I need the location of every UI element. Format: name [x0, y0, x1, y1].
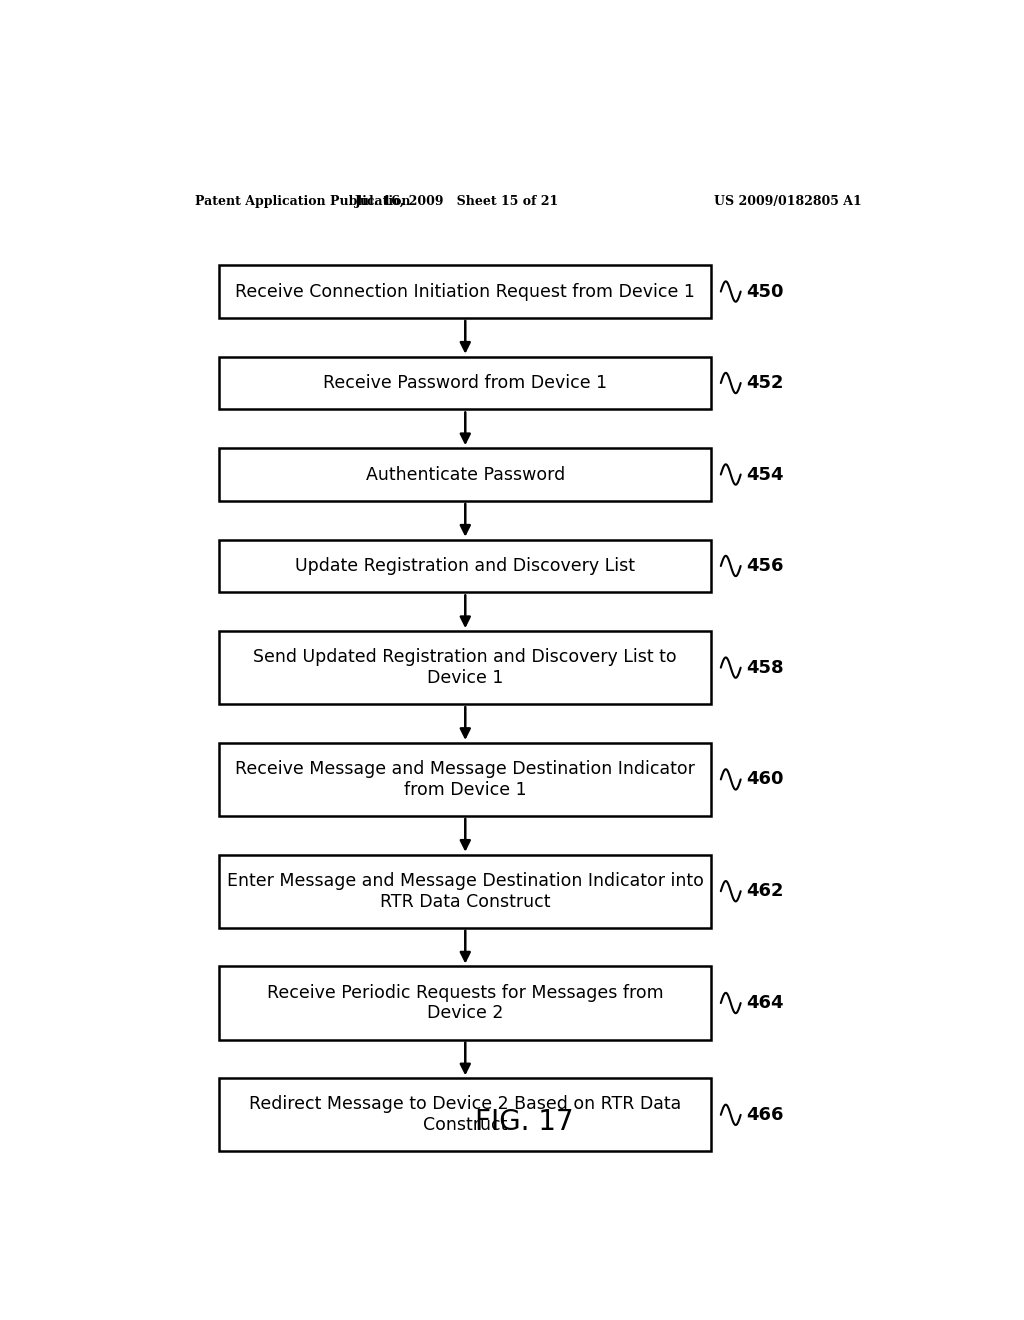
Bar: [219, 966, 712, 1040]
Bar: [219, 631, 712, 704]
Bar: [219, 540, 712, 593]
Text: 454: 454: [746, 466, 783, 483]
Text: 464: 464: [746, 994, 783, 1012]
Bar: [219, 743, 712, 816]
Bar: [219, 447, 712, 500]
Text: Receive Periodic Requests for Messages from
Device 2: Receive Periodic Requests for Messages f…: [267, 983, 664, 1023]
Text: US 2009/0182805 A1: US 2009/0182805 A1: [715, 195, 862, 209]
Text: Receive Message and Message Destination Indicator
from Device 1: Receive Message and Message Destination …: [236, 760, 695, 799]
Text: FIG. 17: FIG. 17: [475, 1107, 574, 1137]
Text: 456: 456: [746, 557, 783, 576]
Text: Patent Application Publication: Patent Application Publication: [196, 195, 411, 209]
Text: 450: 450: [746, 282, 783, 301]
Bar: [219, 854, 712, 928]
Bar: [219, 265, 712, 318]
Text: Update Registration and Discovery List: Update Registration and Discovery List: [295, 557, 635, 576]
Text: 460: 460: [746, 771, 783, 788]
Text: Authenticate Password: Authenticate Password: [366, 466, 565, 483]
Text: Redirect Message to Device 2 Based on RTR Data
Construct: Redirect Message to Device 2 Based on RT…: [249, 1096, 681, 1134]
Text: 466: 466: [746, 1106, 783, 1123]
Text: 458: 458: [746, 659, 783, 677]
Text: 452: 452: [746, 374, 783, 392]
Text: Receive Password from Device 1: Receive Password from Device 1: [324, 374, 607, 392]
Text: Enter Message and Message Destination Indicator into
RTR Data Construct: Enter Message and Message Destination In…: [227, 871, 703, 911]
Text: Receive Connection Initiation Request from Device 1: Receive Connection Initiation Request fr…: [236, 282, 695, 301]
Text: 462: 462: [746, 882, 783, 900]
Bar: [219, 356, 712, 409]
Text: Jul. 16, 2009   Sheet 15 of 21: Jul. 16, 2009 Sheet 15 of 21: [355, 195, 559, 209]
Bar: [219, 1078, 712, 1151]
Text: Send Updated Registration and Discovery List to
Device 1: Send Updated Registration and Discovery …: [254, 648, 677, 686]
